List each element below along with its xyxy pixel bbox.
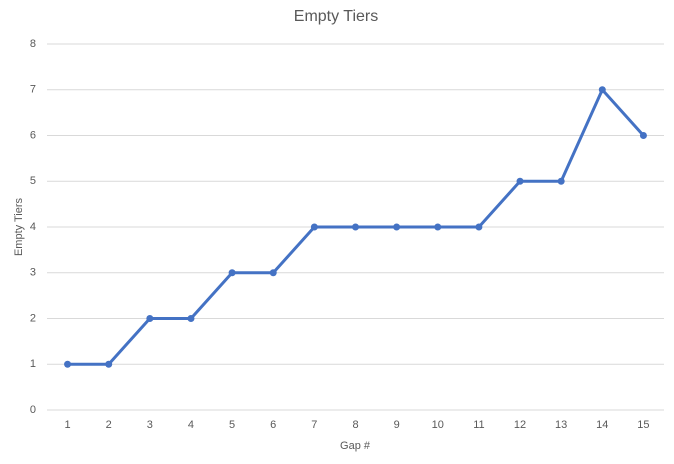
y-tick-label: 6: [30, 129, 36, 141]
x-tick-label: 2: [106, 419, 112, 431]
data-point: [146, 315, 154, 322]
x-tick-label: 12: [514, 419, 526, 431]
y-tick-label: 3: [30, 267, 36, 279]
chart-title: Empty Tiers: [294, 8, 378, 25]
x-tick-label: 6: [270, 419, 276, 431]
x-tick-label: 4: [188, 419, 194, 431]
data-point: [228, 269, 236, 277]
y-tick-label: 7: [30, 84, 36, 96]
y-tick-label: 0: [30, 404, 36, 416]
x-tick-label: 3: [147, 419, 153, 431]
x-tick-label: 8: [352, 419, 358, 431]
x-tick-label: 11: [473, 419, 484, 431]
y-tick-label: 1: [30, 358, 36, 370]
x-axis-label: Gap #: [340, 440, 371, 452]
data-point: [105, 360, 113, 368]
data-point: [310, 223, 318, 231]
x-tick-label: 10: [432, 419, 444, 431]
y-tick-label: 4: [30, 221, 36, 233]
y-tick-label: 8: [30, 38, 36, 50]
x-tick-label: 14: [596, 419, 608, 431]
data-point: [269, 269, 277, 277]
data-point: [434, 223, 442, 231]
y-axis-label: Empty Tiers: [13, 197, 25, 256]
data-point: [64, 360, 72, 368]
x-tick-label: 7: [311, 419, 317, 431]
x-tick-label: 13: [555, 419, 567, 431]
y-tick-label: 5: [30, 175, 36, 187]
data-point: [557, 177, 565, 185]
data-point: [187, 315, 195, 322]
data-point: [393, 223, 401, 231]
x-tick-label: 1: [65, 419, 71, 431]
data-point: [639, 132, 647, 139]
data-point: [598, 86, 606, 94]
data-point: [516, 177, 524, 185]
data-point: [352, 223, 359, 231]
x-tick-label: 15: [637, 419, 649, 431]
y-tick-label: 2: [30, 312, 36, 324]
x-tick-label: 5: [229, 419, 235, 431]
data-point: [475, 223, 483, 231]
x-tick-label: 9: [394, 419, 400, 431]
